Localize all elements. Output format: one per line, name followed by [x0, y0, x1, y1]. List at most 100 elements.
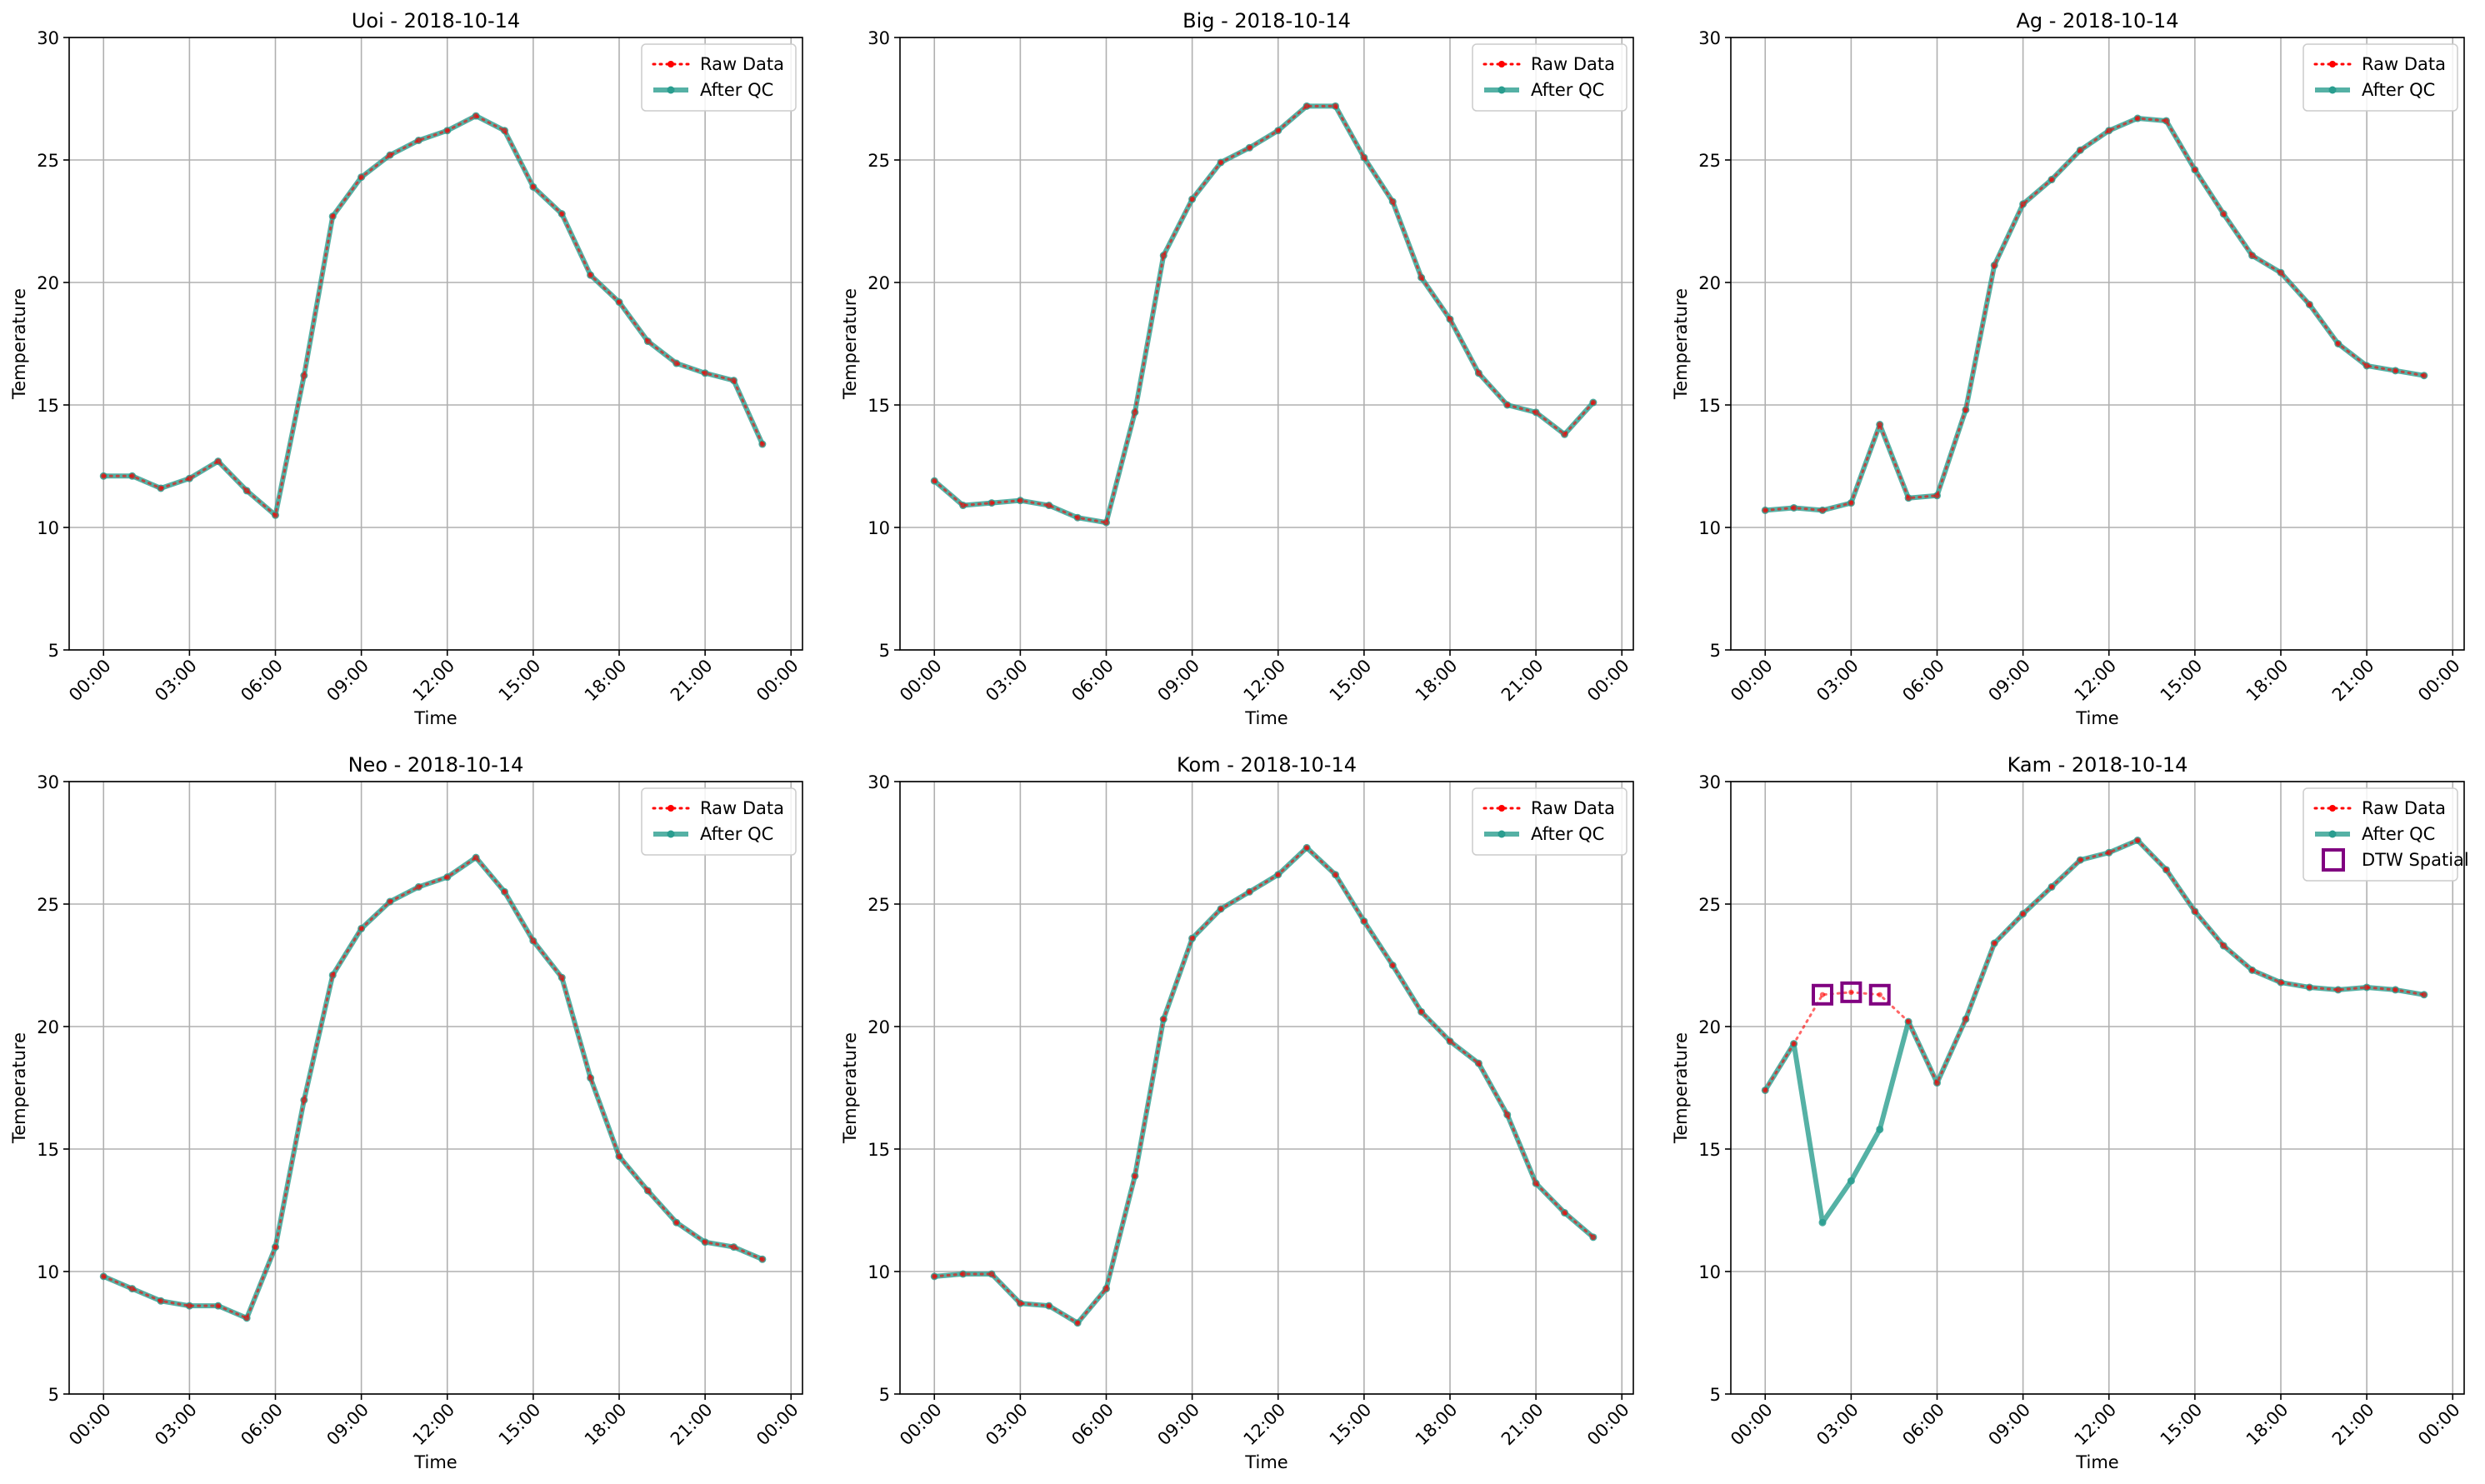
chart-2-ytick-label-1: 10 — [1698, 518, 1721, 538]
chart-4-ylabel: Temperature — [840, 1032, 860, 1144]
chart-1-raw-data-point-8 — [1161, 252, 1167, 258]
chart-1-raw-data-point-7 — [1132, 409, 1138, 416]
chart-1-xtick-label-7: 21:00 — [1498, 656, 1548, 706]
chart-5-raw-data-point-14 — [2163, 867, 2169, 873]
chart-1-ytick-label-5: 30 — [868, 28, 890, 48]
chart-5-legend-qc-marker — [2328, 830, 2337, 838]
chart-5-raw-data-point-8 — [1992, 940, 1998, 947]
chart-3-raw-data-point-12 — [444, 874, 450, 880]
chart-0-raw-data-point-4 — [215, 458, 221, 464]
chart-1-ylabel: Temperature — [840, 288, 860, 400]
chart-3-xtick-label-3: 09:00 — [322, 1400, 372, 1450]
chart-4-xtick-label-0: 00:00 — [896, 1400, 946, 1450]
chart-0-raw-data-point-16 — [559, 211, 565, 217]
chart-2-raw-data-point-19 — [2307, 302, 2312, 307]
chart-1-raw-data-point-5 — [1074, 515, 1081, 521]
chart-2-ytick-label-4: 25 — [1698, 151, 1721, 171]
chart-4-xtick-label-5: 15:00 — [1326, 1400, 1376, 1450]
chart-3: Neo - 2018-10-14 5 10 15 20 25 30 00:00 03:00 06:… — [9, 753, 803, 1472]
chart-5-legend: Raw Data After QC DTW Spatial — [2302, 787, 2469, 882]
chart-2-raw-data-point-8 — [1992, 262, 1998, 268]
chart-1-series-raw-data — [932, 104, 1595, 524]
chart-1-ytick-label-1: 10 — [868, 518, 890, 538]
chart-5-after-qc-point-2 — [1818, 1218, 1827, 1227]
chart-5-raw-data-point-4 — [1877, 992, 1882, 997]
chart-3-ytick-label-2: 15 — [37, 1140, 59, 1160]
chart-3-title: Neo - 2018-10-14 — [348, 753, 524, 777]
chart-2-raw-data-point-3 — [1848, 500, 1854, 506]
chart-0-raw-data-point-20 — [673, 360, 679, 367]
chart-4-raw-data-point-5 — [1074, 1320, 1081, 1326]
chart-1-xtick-label-1: 03:00 — [982, 656, 1032, 706]
chart-2-series-raw-data — [1763, 117, 2426, 512]
chart-3-raw-data-point-0 — [101, 1273, 107, 1280]
chart-2-raw-data-point-1 — [1791, 505, 1797, 511]
chart-1-raw-data-point-23 — [1590, 399, 1597, 406]
chart-4-raw-data-point-7 — [1132, 1173, 1138, 1179]
chart-5-raw-data-point-19 — [2307, 984, 2312, 991]
chart-5-raw-data-point-7 — [1962, 1016, 1969, 1022]
chart-3-ytick-label-1: 10 — [37, 1262, 59, 1282]
chart-0-legend: Raw Data After QC — [641, 43, 797, 112]
chart-0-raw-data-point-15 — [530, 184, 537, 190]
chart-2-series-after-qc — [1762, 116, 2427, 513]
chart-3-raw-data-point-18 — [616, 1153, 622, 1160]
chart-0-raw-data-point-9 — [358, 174, 364, 180]
chart-3-xtick-label-7: 21:00 — [667, 1400, 717, 1450]
chart-1-raw-data-point-19 — [1476, 370, 1482, 376]
chart-1-xlabel: Time — [1244, 708, 1288, 728]
chart-3-legend: Raw Data After QC — [641, 787, 797, 856]
chart-2-legend-label-1: After QC — [2362, 80, 2435, 100]
chart-1-raw-data-point-18 — [1447, 316, 1453, 322]
chart-3-legend-qc-marker — [667, 830, 675, 838]
chart-5-raw-data-point-1 — [1791, 1041, 1797, 1047]
chart-2-xlabel: Time — [2075, 708, 2118, 728]
chart-0-ytick-label-5: 30 — [37, 28, 59, 48]
chart-2-raw-data-point-4 — [1877, 422, 1882, 427]
chart-5-xtick-label-3: 09:00 — [1984, 1400, 2034, 1450]
chart-4-ytick-label-5: 30 — [868, 772, 890, 792]
chart-5-xtick-label-7: 21:00 — [2328, 1400, 2378, 1450]
chart-4-title: Kom - 2018-10-14 — [1177, 753, 1357, 777]
chart-5-raw-data-point-17 — [2249, 967, 2255, 973]
chart-5-xtick-label-6: 18:00 — [2242, 1400, 2292, 1450]
chart-1-xtick-label-5: 15:00 — [1326, 656, 1376, 706]
chart-2-xtick-label-8: 00:00 — [2414, 656, 2464, 706]
chart-1-raw-data-point-2 — [988, 500, 995, 506]
chart-0-raw-data-point-23 — [759, 441, 766, 447]
chart-4-raw-data-point-2 — [988, 1271, 995, 1277]
chart-4-raw-data-point-20 — [1504, 1112, 1510, 1118]
chart-2-title: Ag - 2018-10-14 — [2016, 9, 2178, 32]
chart-1-raw-data-point-17 — [1418, 274, 1424, 281]
chart-3-raw-data-point-10 — [387, 898, 393, 905]
chart-5-series-after-qc — [1762, 837, 2427, 1226]
chart-0-xtick-label-8: 00:00 — [752, 656, 802, 706]
chart-4-ytick-label-1: 10 — [868, 1262, 890, 1282]
chart-0-legend-raw-marker — [668, 61, 674, 67]
chart-0-raw-data-point-22 — [731, 377, 737, 383]
chart-5-legend-label-2: DTW Spatial — [2362, 850, 2469, 870]
chart-4-raw-data-point-4 — [1046, 1302, 1052, 1309]
chart-4-raw-data-point-9 — [1189, 935, 1195, 942]
chart-5-raw-data-point-3 — [1848, 989, 1854, 996]
chart-0-raw-data-point-11 — [416, 137, 422, 143]
chart-5-legend-label-1: After QC — [2362, 824, 2435, 844]
chart-2-raw-data-point-0 — [1762, 507, 1768, 513]
chart-0-xlabel: Time — [413, 708, 457, 728]
chart-5-axes-frame — [1730, 781, 2465, 1395]
chart-2-raw-data-point-12 — [2106, 127, 2112, 133]
chart-4-ytick-label-3: 20 — [868, 1017, 890, 1037]
chart-1-raw-data-point-14 — [1332, 103, 1338, 109]
chart-1-xtick-label-0: 00:00 — [896, 656, 946, 706]
chart-1-legend-raw-marker — [1498, 61, 1505, 67]
chart-0-xtick-label-1: 03:00 — [151, 656, 201, 706]
chart-1-raw-data-point-13 — [1303, 103, 1310, 109]
chart-5-raw-data-point-6 — [1934, 1080, 1940, 1086]
chart-3-xtick-label-2: 06:00 — [237, 1400, 287, 1450]
chart-1-ytick-label-4: 25 — [868, 151, 890, 171]
chart-2-legend-raw-marker — [2329, 61, 2336, 67]
chart-2-raw-data-point-18 — [2278, 270, 2284, 276]
chart-0-raw-data-point-8 — [330, 213, 336, 219]
chart-2-raw-data-point-14 — [2163, 117, 2169, 124]
chart-0-ytick-label-4: 25 — [37, 151, 59, 171]
